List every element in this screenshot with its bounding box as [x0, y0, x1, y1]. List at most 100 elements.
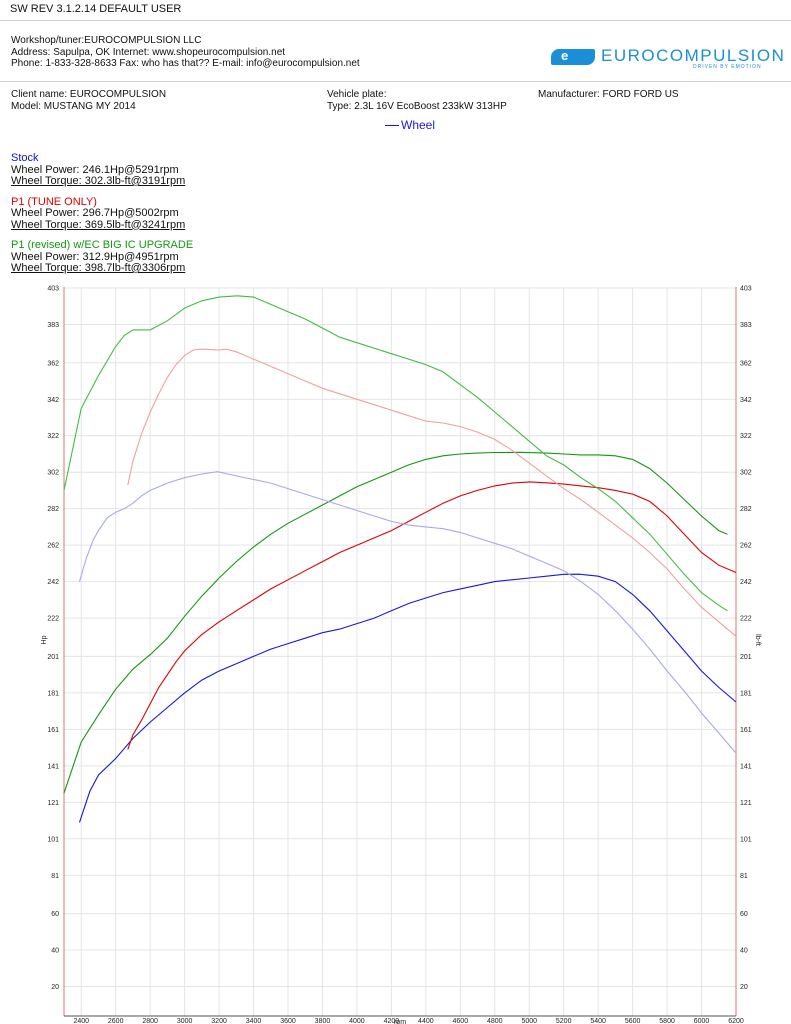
y-tick-label-right: 242	[740, 579, 752, 586]
workshop-name: Workshop/tuner:EUROCOMPULSION LLC	[11, 35, 202, 46]
series-line-torque-4	[127, 348, 737, 637]
run-torque: Wheel Torque: 369.5lb-ft@3241rpm	[11, 218, 186, 231]
x-tick-label: 3000	[177, 1018, 193, 1024]
header-divider	[0, 81, 791, 82]
logo-text: EUROCOMPULSION	[601, 46, 786, 65]
y-tick-label-left: 403	[47, 286, 59, 293]
x-tick-label: 5200	[556, 1018, 572, 1024]
x-tick-label: 3200	[211, 1018, 227, 1024]
y-tick-label-left: 282	[47, 506, 59, 513]
chart-legend: Wheel	[385, 118, 435, 132]
y-tick-label-right: 81	[740, 873, 748, 880]
workshop-address: Address: Sapulpa, OK Internet: www.shope…	[11, 46, 286, 58]
y-tick-label-left: 40	[51, 948, 59, 955]
x-tick-label: 3600	[280, 1018, 296, 1024]
series-line-torque-3	[78, 471, 737, 754]
y-tick-label-right: 60	[740, 911, 748, 918]
y-tick-label-right: 322	[740, 433, 752, 440]
x-tick-label: 5000	[521, 1018, 537, 1024]
y-tick-label-left: 161	[47, 727, 59, 734]
x-tick-label: 4200	[384, 1018, 400, 1024]
software-header: SW REV 3.1.2.14 DEFAULT USER	[0, 0, 791, 21]
vehicle-type: Type: 2.3L 16V EcoBoost 233kW 313HP	[327, 100, 507, 112]
y-tick-label-left: 322	[47, 433, 59, 440]
y-tick-label-left: 181	[47, 690, 59, 697]
chart-grid	[64, 287, 737, 1016]
run-summary-p1-tune: P1 (TUNE ONLY) Wheel Power: 296.7Hp@5002…	[11, 195, 193, 232]
x-tick-label: 5800	[659, 1018, 675, 1024]
y-tick-label-left: 201	[47, 654, 59, 661]
y-axis-label-right: lb-ft	[754, 634, 761, 646]
y-tick-label-left: 383	[47, 322, 59, 329]
x-tick-label: 2800	[142, 1018, 158, 1024]
y-tick-label-left: 141	[47, 763, 59, 770]
run-power: Wheel Power: 312.9Hp@4951rpm	[11, 250, 179, 263]
dyno-chart: 20 20 40 40 60 60 81 81 101 101 121 121 141 141 161 161…	[41, 286, 761, 1024]
y-tick-label-right: 222	[740, 616, 752, 623]
y-tick-label-left: 81	[51, 873, 59, 880]
series-line-torque-5	[63, 295, 728, 612]
x-tick-label: 6200	[728, 1018, 744, 1024]
manufacturer-info: Manufacturer: FORD FORD US	[538, 89, 679, 101]
software-revision-text: SW REV 3.1.2.14 DEFAULT USER	[10, 3, 182, 15]
run-torque: Wheel Torque: 398.7lb-ft@3306rpm	[11, 262, 186, 274]
y-tick-label-right: 362	[740, 360, 752, 367]
x-tick-label: 5400	[590, 1018, 606, 1024]
x-tick-label: 4400	[418, 1018, 434, 1024]
y-tick-label-left: 362	[47, 360, 59, 367]
x-tick-labels: 2400 2600 2800 3000 3200 3400 3600 3800 4000 4200…	[73, 1018, 743, 1024]
client-info: Client name: EUROCOMPULSION Model: MUSTA…	[11, 89, 166, 112]
y-tick-label-left: 121	[47, 800, 59, 807]
series-line-power-1	[127, 481, 737, 750]
y-tick-label-right: 383	[740, 322, 752, 329]
y-tick-label-left: 60	[51, 911, 59, 918]
x-tick-label: 2600	[108, 1018, 124, 1024]
y-tick-label-right: 302	[740, 470, 752, 477]
run-title: P1 (TUNE ONLY)	[11, 195, 97, 208]
y-tick-label-right: 20	[740, 984, 748, 991]
run-title: Stock	[11, 152, 39, 164]
run-summary-p1-revised: P1 (revised) w/EC BIG IC UPGRADE Wheel P…	[11, 239, 194, 275]
run-summary-stock: Stock Wheel Power: 246.1Hp@5291rpm Wheel…	[11, 152, 193, 188]
y-tick-label-right: 161	[740, 727, 752, 734]
x-tick-label: 4800	[487, 1018, 503, 1024]
x-axis-label: rpm	[394, 1019, 406, 1024]
workshop-info: Workshop/tuner:EUROCOMPULSION LLC Addres…	[11, 35, 360, 70]
x-tick-label: 3400	[246, 1018, 262, 1024]
manufacturer: Manufacturer: FORD FORD US	[538, 89, 679, 100]
y-tick-label-left: 242	[47, 579, 59, 586]
x-tick-label: 6000	[694, 1018, 710, 1024]
run-summaries: Stock Wheel Power: 246.1Hp@5291rpm Wheel…	[11, 152, 194, 284]
y-tick-label-left: 342	[47, 397, 59, 404]
y-tick-label-right: 181	[740, 690, 752, 697]
y-tick-label-right: 121	[740, 800, 752, 807]
x-tick-label: 5600	[625, 1018, 641, 1024]
y-tick-label-left: 222	[47, 616, 59, 623]
legend-label: Wheel	[401, 118, 436, 132]
y-tick-label-right: 40	[740, 948, 748, 955]
series-line-power-2	[63, 451, 728, 794]
y-tick-label-left: 20	[51, 984, 59, 991]
logo-tagline: DRIVEN BY EMOTION	[693, 64, 762, 70]
vehicle-model: Model: MUSTANG MY 2014	[11, 100, 136, 112]
series-line-power-0	[78, 573, 737, 823]
y-tick-label-right: 342	[740, 397, 752, 404]
workshop-phone: Phone: 1-833-328-8633 Fax: who has that?…	[11, 58, 360, 69]
y-tick-label-right: 201	[740, 654, 752, 661]
vehicle-plate: Vehicle plate:	[327, 89, 387, 100]
y-tick-label-right: 403	[740, 286, 752, 293]
y-axis-label-left: Hp	[41, 635, 48, 644]
client-name: Client name: EUROCOMPULSION	[11, 89, 167, 100]
run-power: Wheel Power: 246.1Hp@5291rpm	[11, 163, 179, 176]
run-torque: Wheel Torque: 302.3lb-ft@3191rpm	[11, 175, 186, 187]
y-tick-label-left: 101	[47, 836, 59, 843]
y-tick-label-left: 302	[47, 470, 59, 477]
x-tick-label: 4000	[349, 1018, 365, 1024]
chart-series	[63, 295, 737, 823]
y-tick-label-right: 282	[740, 506, 752, 513]
run-title: P1 (revised) w/EC BIG IC UPGRADE	[11, 239, 194, 251]
x-tick-label: 4600	[453, 1018, 469, 1024]
y-tick-label-right: 262	[740, 543, 752, 550]
run-power: Wheel Power: 296.7Hp@5002rpm	[11, 207, 179, 219]
vehicle-info: Vehicle plate: Type: 2.3L 16V EcoBoost 2…	[327, 89, 507, 112]
